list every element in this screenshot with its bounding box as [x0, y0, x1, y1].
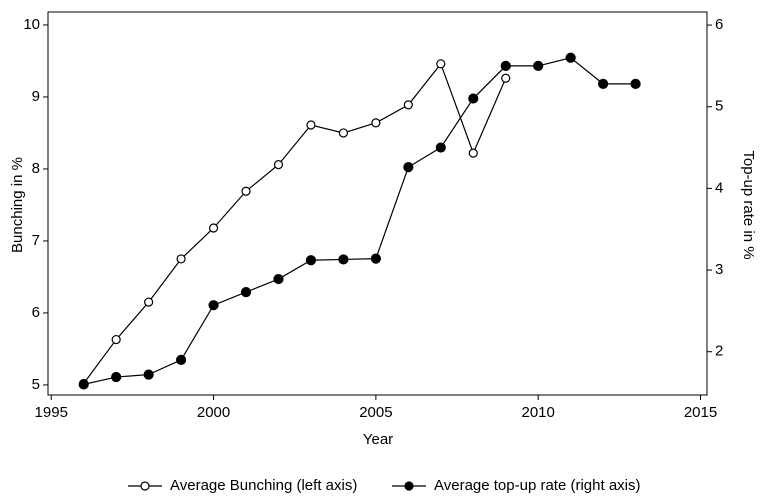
- y2-tick-label: 5: [715, 98, 723, 115]
- y2-tick-label: 6: [715, 16, 723, 33]
- data-point: [468, 148, 478, 158]
- data-point: [370, 253, 381, 264]
- data-point: [500, 60, 511, 71]
- data-point: [338, 128, 349, 138]
- x-tick-label: 2000: [197, 404, 230, 421]
- y2-tick-label: 2: [715, 343, 723, 360]
- data-point: [305, 255, 317, 266]
- legend-marker: [404, 481, 414, 491]
- data-point: [403, 100, 413, 110]
- data-point: [143, 369, 154, 380]
- data-point: [435, 142, 446, 153]
- plot-frame: [47, 11, 708, 396]
- y-tick-label: 5: [32, 376, 40, 393]
- y-tick-label: 6: [32, 304, 40, 321]
- x-tick-label: 2005: [359, 404, 392, 421]
- data-point: [111, 371, 122, 383]
- series-line: [83, 57, 636, 385]
- y-tick-label: 8: [32, 160, 40, 177]
- data-point: [630, 78, 641, 89]
- data-point: [598, 78, 609, 89]
- x-tick-label: 2015: [684, 404, 717, 421]
- data-point: [468, 93, 479, 104]
- data-point: [273, 160, 284, 170]
- data-point: [436, 59, 446, 69]
- data-point: [208, 300, 219, 311]
- y-axis-label: Bunching in %: [9, 157, 26, 253]
- data-point: [176, 254, 186, 264]
- y-tick-label: 9: [32, 88, 40, 105]
- data-point: [78, 379, 89, 390]
- x-axis-label: Year: [363, 431, 393, 448]
- data-point: [208, 223, 219, 233]
- data-point: [371, 118, 381, 128]
- data-point: [175, 354, 187, 365]
- y2-tick-label: 4: [715, 179, 723, 196]
- data-point: [240, 287, 252, 298]
- y2-axis-label: Top-up rate in %: [740, 150, 757, 259]
- x-tick-label: 2010: [522, 404, 555, 421]
- data-point: [306, 120, 316, 130]
- data-point: [111, 334, 121, 345]
- x-tick-label: 1995: [35, 404, 68, 421]
- data-point: [273, 273, 284, 285]
- legend-label: Average Bunching (left axis): [170, 477, 357, 494]
- series-line: [83, 62, 507, 384]
- data-point: [533, 60, 544, 71]
- data-point: [565, 52, 576, 63]
- data-point: [338, 254, 349, 265]
- y-tick-label: 10: [23, 16, 40, 33]
- y2-tick-label: 3: [715, 261, 723, 278]
- y-tick-label: 7: [32, 232, 40, 249]
- data-point: [241, 186, 251, 196]
- legend-label: Average top-up rate (right axis): [434, 477, 641, 494]
- data-point: [403, 162, 414, 173]
- data-point: [501, 73, 511, 83]
- legend-marker: [140, 481, 150, 491]
- data-point: [144, 297, 154, 307]
